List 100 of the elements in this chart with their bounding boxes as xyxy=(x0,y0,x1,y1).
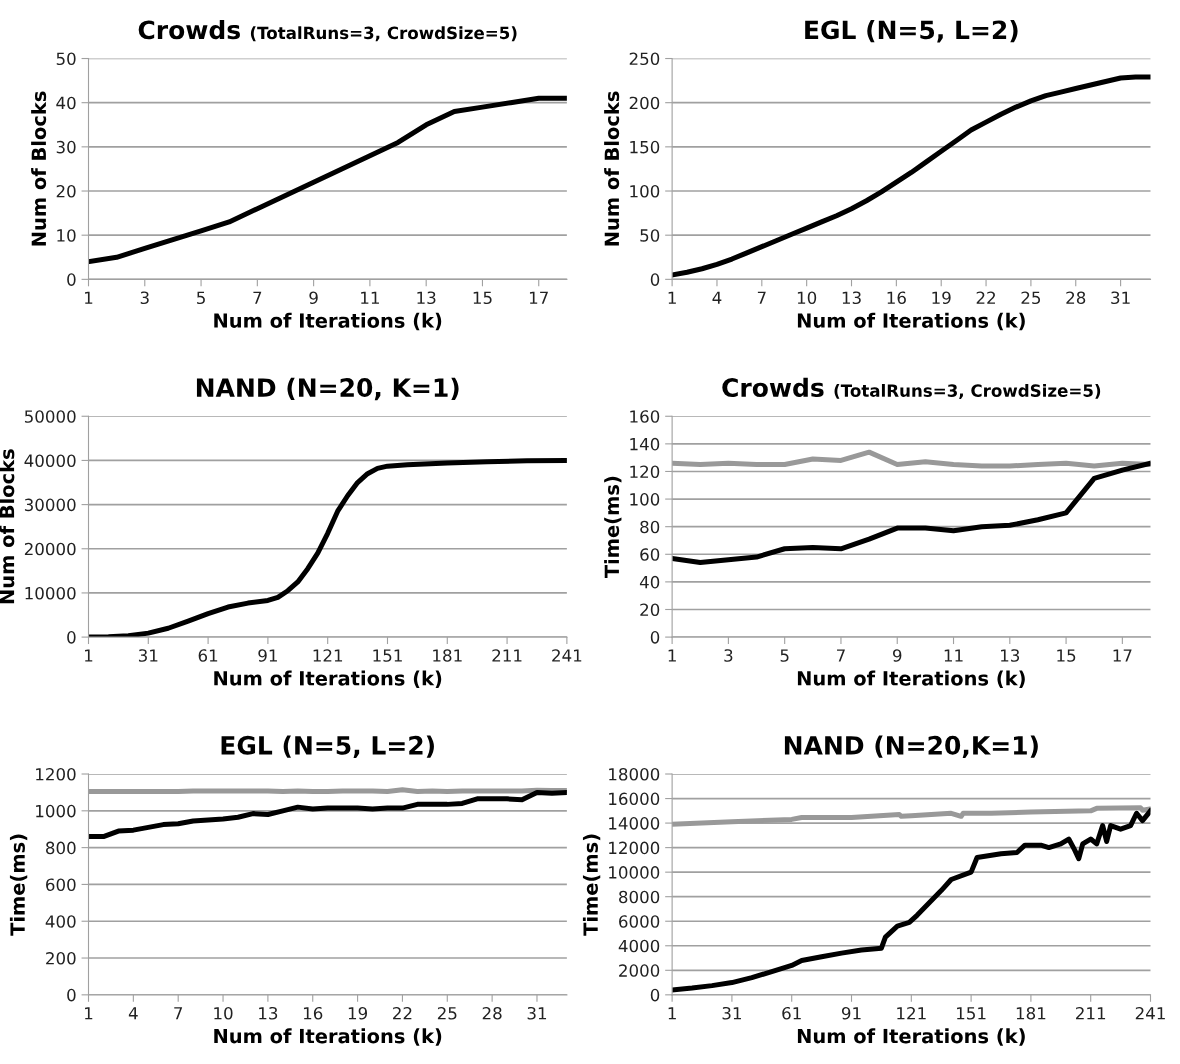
x-tick-label: 7 xyxy=(757,291,766,304)
x-tick-label: 1 xyxy=(85,1007,93,1020)
x-tick-label: 10 xyxy=(214,1006,233,1020)
x-axis-title: Num of Iterations (k) xyxy=(797,1028,1025,1046)
x-tick-label: 25 xyxy=(437,1006,457,1020)
y-tick-label: 18000 xyxy=(609,767,660,781)
y-axis-title: Time(ms) xyxy=(604,476,622,579)
y-tick-label: 160 xyxy=(630,410,660,423)
x-tick-label: 241 xyxy=(1135,1006,1165,1020)
x-tick-label: 13 xyxy=(417,291,436,305)
y-tick-label: 80 xyxy=(640,520,660,534)
x-tick-label: 121 xyxy=(897,1006,926,1020)
y-tick-label: 1000 xyxy=(36,804,76,818)
y-tick-label: 12000 xyxy=(609,841,660,855)
x-tick-label: 7 xyxy=(837,649,845,662)
x-axis-title: Num of Iterations (k) xyxy=(214,1028,442,1046)
y-tick-label: 400 xyxy=(45,915,76,928)
x-tick-label: 28 xyxy=(1066,291,1086,305)
y-axis-title: Num of Blocks xyxy=(604,91,620,246)
y-tick-label: 10 xyxy=(57,229,76,242)
x-tick-label: 19 xyxy=(348,1006,368,1020)
y-tick-label: 6000 xyxy=(619,915,660,928)
x-tick-label: 17 xyxy=(1113,649,1132,662)
y-tick-label: 2000 xyxy=(619,964,660,977)
x-tick-label: 5 xyxy=(197,291,205,305)
x-tick-label: 7 xyxy=(174,1007,183,1020)
y-tick-label: 50000 xyxy=(24,410,76,423)
x-tick-label: 241 xyxy=(552,649,582,662)
y-tick-label: 0 xyxy=(650,631,660,644)
x-tick-label: 9 xyxy=(892,649,902,662)
y-tick-label: 0 xyxy=(650,273,660,286)
x-tick-label: 31 xyxy=(527,1006,547,1020)
x-tick-label: 16 xyxy=(887,291,906,305)
x-tick-label: 13 xyxy=(259,1006,278,1020)
x-axis-title: Num of Iterations (k) xyxy=(797,312,1025,331)
y-tick-label: 1200 xyxy=(36,767,76,781)
x-tick-label: 181 xyxy=(1016,1006,1046,1020)
y-axis-title: Num of Blocks xyxy=(31,91,47,246)
x-tick-label: 1 xyxy=(668,291,676,304)
x-tick-label: 17 xyxy=(529,291,548,304)
chart-title: EGL (N=5, L=2) xyxy=(805,19,1018,43)
y-tick-label: 200 xyxy=(629,96,660,110)
x-tick-label: 11 xyxy=(944,649,963,662)
y-tick-label: 16000 xyxy=(609,792,660,806)
y-tick-label: 30000 xyxy=(24,498,76,512)
y-tick-label: 40 xyxy=(639,575,660,589)
x-tick-label: 1 xyxy=(668,1007,676,1020)
chart-title: EGL (N=5, L=2) xyxy=(221,735,434,758)
x-tick-label: 61 xyxy=(782,1006,801,1020)
x-axis-title: Num of Iterations (k) xyxy=(797,670,1025,688)
x-tick-label: 3 xyxy=(724,649,733,662)
y-tick-label: 10000 xyxy=(25,586,76,600)
x-tick-label: 28 xyxy=(482,1006,502,1020)
y-tick-label: 60 xyxy=(640,548,660,561)
y-tick-label: 8000 xyxy=(619,890,660,904)
y-tick-label: 4000 xyxy=(618,939,660,953)
x-tick-label: 91 xyxy=(841,1006,861,1020)
chart-title: NAND (N=20,K=1) xyxy=(784,735,1038,758)
y-tick-label: 120 xyxy=(630,465,660,479)
y-tick-label: 10000 xyxy=(609,866,660,879)
x-tick-label: 22 xyxy=(393,1006,412,1020)
x-tick-label: 31 xyxy=(138,649,158,662)
y-tick-label: 14000 xyxy=(609,817,660,830)
y-tick-label: 0 xyxy=(650,988,660,1002)
x-tick-label: 61 xyxy=(198,649,218,662)
x-tick-label: 211 xyxy=(1076,1006,1106,1020)
x-tick-label: 13 xyxy=(1001,649,1020,662)
x-tick-label: 1 xyxy=(85,649,93,662)
chart-subtitle: (TotalRuns=3, CrowdSize=5) xyxy=(250,26,517,42)
y-axis-title: Time(ms) xyxy=(9,834,28,936)
y-tick-label: 100 xyxy=(630,184,660,198)
x-tick-label: 25 xyxy=(1021,291,1041,305)
y-tick-label: 20 xyxy=(640,603,660,617)
x-tick-label: 3 xyxy=(140,291,149,305)
y-tick-label: 0 xyxy=(67,273,76,286)
x-tick-label: 151 xyxy=(957,1007,986,1020)
x-tick-label: 15 xyxy=(1057,649,1076,662)
x-tick-label: 31 xyxy=(722,1006,741,1020)
y-tick-label: 20 xyxy=(56,184,76,198)
x-tick-label: 22 xyxy=(976,291,995,304)
x-tick-label: 1 xyxy=(668,649,676,662)
x-tick-label: 31 xyxy=(1111,291,1130,305)
y-tick-label: 250 xyxy=(629,52,660,66)
y-tick-label: 0 xyxy=(67,988,76,1002)
y-tick-label: 20000 xyxy=(24,542,76,556)
x-tick-label: 151 xyxy=(373,649,402,662)
x-tick-label: 5 xyxy=(780,649,789,662)
y-tick-label: 800 xyxy=(46,841,76,855)
x-tick-label: 91 xyxy=(258,649,277,662)
x-tick-label: 13 xyxy=(842,291,861,305)
y-axis-title: Num of Blocks xyxy=(0,449,15,604)
y-tick-label: 200 xyxy=(46,952,76,965)
y-axis-title: Time(ms) xyxy=(582,834,601,936)
y-tick-label: 0 xyxy=(67,631,76,644)
y-tick-label: 600 xyxy=(46,878,76,891)
x-tick-label: 1 xyxy=(85,291,93,304)
x-tick-label: 121 xyxy=(313,649,343,662)
x-tick-label: 19 xyxy=(932,291,951,305)
y-tick-label: 40 xyxy=(56,96,76,110)
x-tick-label: 11 xyxy=(361,291,379,304)
